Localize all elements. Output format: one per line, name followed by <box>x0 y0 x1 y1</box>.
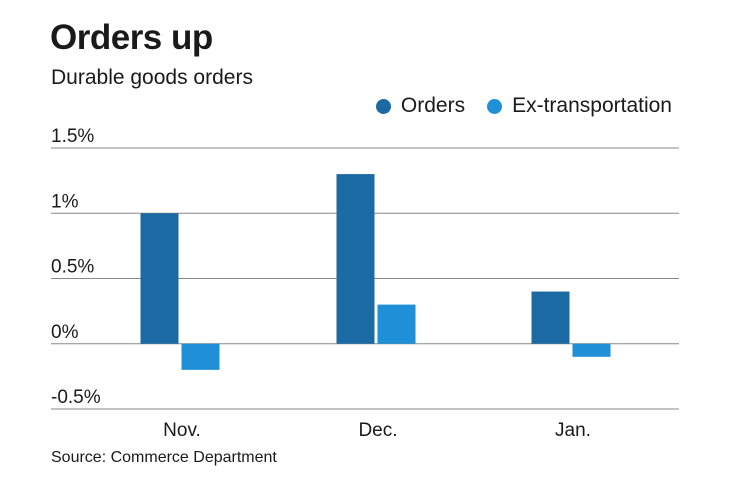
y-tick-label: -0.5% <box>51 387 101 408</box>
bar-ex-transportation-nov <box>181 343 220 370</box>
x-tick-label: Dec. <box>358 420 397 441</box>
bar-ex-transportation-dec <box>377 304 416 344</box>
y-tick-label: 0% <box>51 322 79 343</box>
legend-item-ex-transportation: Ex-transportation <box>487 94 672 118</box>
y-tick-label: 0.5% <box>51 257 94 278</box>
legend-label-orders: Orders <box>400 94 466 117</box>
y-tick-label: 1.5% <box>51 126 94 147</box>
legend-label-ex-transportation: Ex-transportation <box>512 94 672 117</box>
x-tick-label: Jan. <box>555 420 591 441</box>
legend-swatch-orders <box>375 98 391 114</box>
bar-orders-dec <box>336 174 375 344</box>
bar-orders-nov <box>140 213 179 344</box>
bar-ex-transportation-jan <box>572 343 611 357</box>
y-tick-label: 1% <box>51 191 79 212</box>
chart-title: Orders up <box>50 18 213 57</box>
x-tick-label: Nov. <box>163 420 201 441</box>
bar-orders-jan <box>531 291 570 344</box>
legend: Orders Ex-transportation <box>354 94 672 118</box>
legend-swatch-ex-transportation <box>487 98 503 114</box>
chart-subtitle: Durable goods orders <box>51 66 253 89</box>
source-note: Source: Commerce Department <box>51 449 277 466</box>
legend-item-orders: Orders <box>375 94 466 118</box>
